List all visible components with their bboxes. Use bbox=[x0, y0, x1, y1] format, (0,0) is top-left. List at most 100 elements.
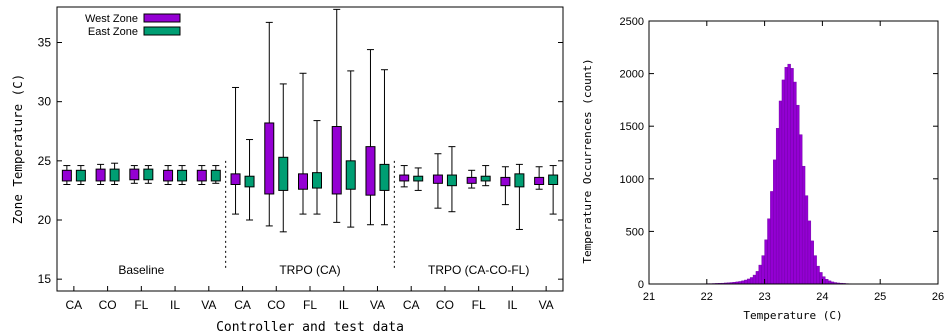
left-y-axis: 15 20 25 30 35 bbox=[38, 36, 563, 286]
left-group-labels: Baseline TRPO (CA) TRPO (CA-CO-FL) bbox=[118, 160, 529, 277]
temperature-histogram: 0 500 1000 1500 2000 2500 21 22 23 24 25 26 Temper… bbox=[581, 16, 944, 322]
box-east-zone bbox=[109, 168, 120, 182]
box-east-zone bbox=[143, 168, 154, 181]
histogram-bar bbox=[770, 191, 774, 285]
legend-label: East Zone bbox=[88, 26, 138, 38]
histogram-bar bbox=[784, 67, 788, 285]
right-y-tick-label: 2500 bbox=[620, 16, 644, 28]
right-x-axis-label: Temperature (C) bbox=[743, 309, 842, 322]
right-y-tick-label: 2000 bbox=[620, 69, 644, 81]
histogram-bar bbox=[752, 274, 757, 285]
left-x-tick-label: CA bbox=[403, 298, 420, 312]
box-west-zone bbox=[264, 122, 275, 195]
box-east-zone bbox=[413, 175, 424, 182]
box-west-zone bbox=[399, 174, 410, 182]
histogram-bar bbox=[755, 271, 760, 285]
box-west-zone bbox=[129, 168, 140, 181]
histogram-bar bbox=[804, 195, 809, 285]
box-west-zone bbox=[331, 126, 342, 195]
group-label: TRPO (CA) bbox=[279, 263, 340, 277]
right-y-tick-label: 0 bbox=[638, 279, 644, 291]
histogram-bar bbox=[758, 264, 762, 285]
left-x-tick-label: IL bbox=[339, 298, 349, 312]
left-x-tick-label: CO bbox=[436, 298, 454, 312]
right-x-tick-label: 25 bbox=[874, 291, 886, 303]
left-boxes bbox=[61, 8, 559, 233]
box-west-zone bbox=[163, 169, 174, 182]
histogram-bar bbox=[744, 279, 748, 285]
box-west-zone bbox=[500, 176, 511, 187]
left-x-tick-label: CO bbox=[267, 298, 285, 312]
left-y-tick-label: 25 bbox=[38, 154, 52, 168]
histogram-bar bbox=[767, 218, 771, 285]
box-west-zone bbox=[432, 174, 443, 184]
right-x-tick-label: 23 bbox=[758, 291, 770, 303]
box-east-zone bbox=[244, 175, 255, 188]
right-x-axis: 21 22 23 24 25 26 bbox=[643, 21, 944, 303]
group-label: Baseline bbox=[118, 263, 164, 277]
left-x-axis-label: Controller and test data bbox=[216, 320, 404, 335]
histogram-bar bbox=[773, 159, 777, 285]
histogram-bar bbox=[778, 100, 783, 285]
left-y-axis-label: Zone Temperature (C) bbox=[10, 74, 25, 225]
right-y-axis-label: Temperature Occurrences (count) bbox=[581, 58, 594, 263]
zone-temperature-boxplot: 15 20 25 30 35 CA CO FL IL VA CA CO FL IL VA CA CO FL IL V… bbox=[10, 6, 564, 335]
box-west-zone bbox=[230, 173, 241, 186]
histogram-bar bbox=[790, 68, 794, 285]
right-x-tick-label: 26 bbox=[932, 291, 944, 303]
histogram-bar bbox=[775, 128, 780, 285]
histogram-bar bbox=[816, 265, 820, 285]
box-east-zone bbox=[75, 169, 86, 182]
box-east-zone bbox=[177, 169, 188, 182]
histogram-bar bbox=[807, 220, 812, 285]
left-x-tick-label: VA bbox=[201, 298, 216, 312]
box-west-zone bbox=[365, 146, 376, 196]
box-east-zone bbox=[514, 173, 525, 188]
histogram-bar bbox=[793, 81, 797, 285]
legend-swatch bbox=[143, 13, 181, 23]
box-west-zone bbox=[95, 168, 106, 182]
legend-label: West Zone bbox=[85, 13, 138, 25]
left-x-tick-label: VA bbox=[539, 298, 554, 312]
box-west-zone bbox=[61, 169, 72, 182]
left-x-tick-label: IL bbox=[507, 298, 517, 312]
left-x-tick-label: VA bbox=[370, 298, 385, 312]
right-x-tick-label: 21 bbox=[643, 291, 655, 303]
histogram-bar bbox=[810, 240, 814, 285]
left-y-tick-label: 30 bbox=[38, 95, 52, 109]
left-plot-frame bbox=[56, 6, 564, 292]
box-east-zone bbox=[312, 172, 322, 189]
left-y-tick-label: 20 bbox=[38, 213, 52, 227]
histogram-bar bbox=[825, 279, 829, 285]
right-y-tick-label: 1500 bbox=[620, 121, 644, 133]
histogram-bar bbox=[747, 278, 751, 285]
left-x-tick-label: FL bbox=[303, 298, 317, 312]
left-x-tick-label: CA bbox=[66, 298, 83, 312]
box-east-zone bbox=[278, 156, 289, 191]
right-x-tick-label: 24 bbox=[816, 291, 828, 303]
box-east-zone bbox=[480, 175, 491, 182]
legend-swatch bbox=[143, 26, 181, 36]
box-west-zone bbox=[466, 176, 477, 184]
histogram-bar bbox=[801, 165, 806, 285]
box-east-zone bbox=[379, 163, 390, 191]
left-y-tick-label: 35 bbox=[38, 36, 52, 50]
box-east-zone bbox=[548, 174, 559, 186]
left-x-tick-label: FL bbox=[472, 298, 486, 312]
histogram-bar bbox=[799, 134, 803, 285]
right-plot-frame bbox=[648, 20, 939, 285]
histogram-bar bbox=[796, 104, 800, 285]
box-west-zone bbox=[534, 176, 545, 185]
histogram-bar bbox=[764, 239, 768, 285]
box-west-zone bbox=[298, 173, 308, 190]
histogram-bar bbox=[813, 255, 817, 285]
box-east-zone bbox=[446, 174, 457, 187]
left-y-tick-label: 15 bbox=[38, 272, 52, 286]
box-east-zone bbox=[210, 169, 221, 182]
histogram-bar bbox=[787, 63, 791, 285]
right-x-tick-label: 22 bbox=[701, 291, 713, 303]
box-east-zone bbox=[345, 160, 356, 190]
left-x-tick-label: IL bbox=[170, 298, 180, 312]
